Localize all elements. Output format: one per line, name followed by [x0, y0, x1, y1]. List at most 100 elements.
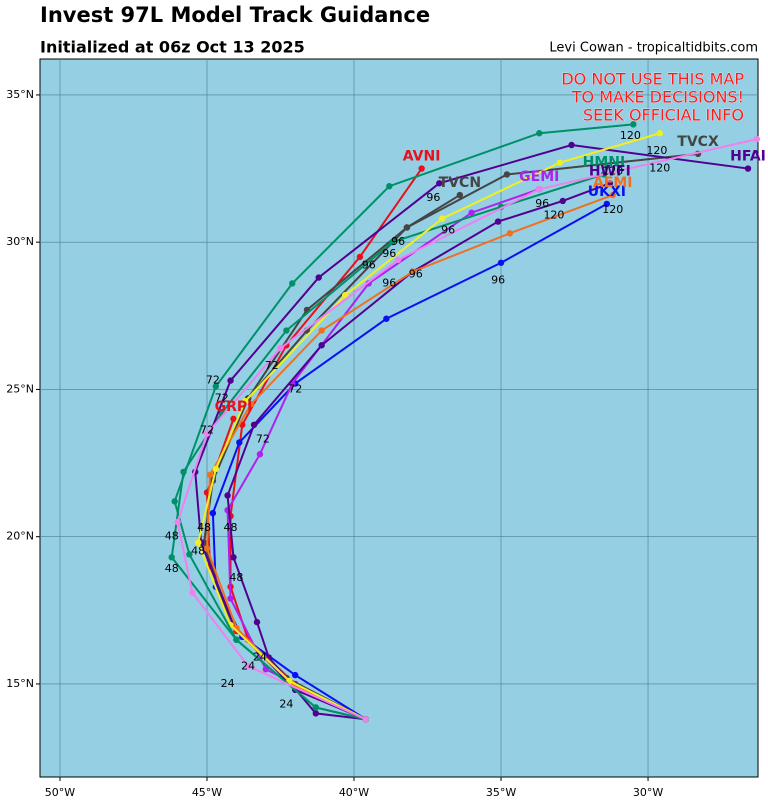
hour-label: 72 — [206, 374, 220, 387]
track-point — [439, 215, 446, 222]
hour-label: 48 — [197, 521, 211, 534]
hour-label: 24 — [221, 677, 235, 690]
model-label: GRPI — [215, 399, 253, 415]
warning-text: SEEK OFFICIAL INFO — [583, 106, 744, 125]
hour-label: 72 — [200, 424, 214, 437]
track-point — [244, 663, 252, 670]
track-point — [383, 315, 390, 322]
hour-label: 48 — [191, 544, 205, 557]
hour-label: 24 — [279, 698, 293, 711]
model-label: TVCN — [439, 175, 481, 191]
track-point — [283, 327, 290, 334]
track-point — [409, 268, 417, 275]
track-point — [494, 218, 502, 225]
chart-subtitle: Initialized at 06z Oct 13 2025 — [40, 38, 305, 57]
track-point — [356, 253, 364, 261]
track-point — [206, 471, 214, 479]
track-point — [394, 256, 402, 264]
model-label: HWFI — [589, 163, 631, 179]
hour-label: 96 — [382, 247, 396, 260]
model-label: UKXI — [588, 184, 626, 200]
model-label: AVNI — [403, 149, 441, 165]
track-point — [603, 200, 611, 208]
hour-label: 120 — [602, 165, 623, 178]
model-label: HMNI — [583, 154, 626, 170]
hour-label: 72 — [288, 382, 302, 395]
credit: Levi Cowan - tropicaltidbits.com — [549, 41, 758, 56]
track-point — [362, 716, 369, 723]
y-tick-label: 20°N — [6, 530, 34, 543]
track-point — [456, 191, 464, 199]
track-point — [289, 280, 296, 287]
chart-title: Invest 97L Model Track Guidance — [40, 3, 430, 27]
model-label: HFAI — [730, 149, 766, 165]
hour-label: 96 — [535, 197, 549, 210]
y-tick-label: 35°N — [6, 88, 34, 101]
warning-text: TO MAKE DECISIONS! — [571, 88, 744, 107]
hour-label: 96 — [426, 191, 440, 204]
track-point — [536, 185, 543, 193]
y-tick-label: 30°N — [6, 235, 34, 248]
hour-label: 72 — [215, 391, 229, 404]
x-tick-label: 50°W — [45, 786, 75, 799]
hour-label: 24 — [253, 650, 267, 663]
track-point — [468, 209, 475, 216]
track-point — [247, 400, 255, 408]
model-label: GEMI — [519, 169, 559, 185]
track-point — [186, 551, 193, 558]
track-point — [230, 554, 237, 561]
track-point — [189, 589, 196, 596]
warning-text: DO NOT USE THIS MAP — [561, 70, 744, 89]
hour-label: 120 — [646, 144, 667, 157]
x-tick-label: 40°W — [339, 786, 369, 799]
track-point — [233, 636, 240, 643]
track-point — [174, 518, 181, 526]
track-point — [506, 230, 514, 237]
track-point — [403, 224, 411, 231]
hour-label: 72 — [256, 432, 270, 445]
hour-label: 96 — [362, 259, 376, 272]
hour-label: 96 — [441, 223, 455, 236]
hour-label: 72 — [265, 359, 279, 372]
hour-label: 96 — [382, 276, 396, 289]
hour-label: 48 — [224, 521, 238, 534]
track-point — [386, 183, 393, 190]
track-point — [556, 159, 564, 166]
track-point — [318, 342, 325, 349]
track — [226, 182, 611, 721]
model-label: AEMI — [593, 175, 633, 191]
track-point — [753, 135, 761, 143]
track — [197, 132, 661, 721]
track-point — [277, 345, 284, 352]
track-point — [242, 398, 249, 405]
track-point — [262, 666, 270, 673]
track-point — [536, 130, 543, 137]
track-point — [606, 180, 614, 187]
track-point — [744, 165, 752, 172]
x-tick-label: 30°W — [633, 786, 663, 799]
track-point — [609, 191, 616, 199]
x-tick-label: 35°W — [486, 786, 516, 799]
track-point — [236, 439, 243, 446]
hour-label: 48 — [165, 562, 179, 575]
hour-label: 48 — [165, 530, 179, 543]
track-point — [559, 197, 566, 205]
x-tick-label: 45°W — [192, 786, 222, 799]
track-point — [568, 141, 575, 149]
hour-label: 120 — [602, 203, 623, 216]
track-point — [312, 704, 319, 711]
track-point — [168, 554, 175, 561]
hour-label: 24 — [241, 659, 255, 672]
track-point — [436, 180, 443, 187]
y-tick-label: 15°N — [6, 677, 34, 690]
track-point — [203, 430, 211, 437]
hour-label: 120 — [543, 209, 564, 222]
model-label: TVCX — [677, 134, 719, 150]
track-point — [389, 238, 396, 246]
hour-label: 48 — [229, 571, 243, 584]
track-point — [318, 327, 325, 334]
track-point — [292, 671, 299, 679]
track-point — [203, 545, 211, 552]
track-point — [224, 492, 231, 499]
